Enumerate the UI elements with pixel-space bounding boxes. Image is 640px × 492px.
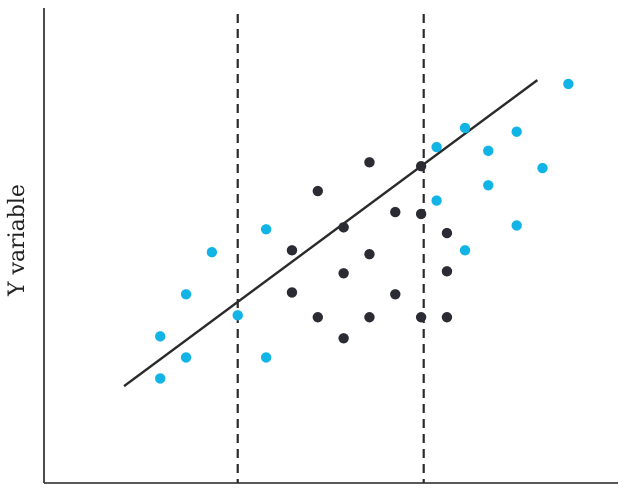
outer-point-8	[260, 224, 272, 235]
outer-point-7	[260, 352, 272, 363]
middle-point-8	[364, 312, 375, 323]
fit-line-group	[123, 79, 539, 388]
middle-point-1	[286, 245, 298, 256]
y-axis-label: Y variable	[5, 184, 30, 297]
outer-point-10	[431, 141, 442, 153]
middle-point-9	[364, 157, 375, 168]
outer-point-3	[180, 352, 192, 363]
outer-point-2	[155, 331, 166, 342]
outer-point-6	[232, 310, 243, 321]
outer-point-4	[180, 289, 192, 300]
middle-point-17	[441, 266, 453, 277]
outer-point-16	[511, 126, 522, 137]
outer-point-15	[511, 220, 522, 231]
outer-point-13	[483, 145, 494, 157]
middle-point-5	[338, 222, 349, 233]
middle-point-4	[312, 312, 323, 323]
middle-point-18	[441, 312, 453, 323]
middle-point-3	[312, 185, 323, 197]
outer-point-11	[459, 245, 471, 256]
middle-point-10	[364, 248, 375, 260]
middle-point-14	[415, 208, 427, 220]
divider-lines	[236, 14, 425, 483]
middle-point-15	[415, 312, 427, 323]
middle-point-13	[415, 160, 427, 172]
middle-point-2	[286, 287, 298, 298]
outer-point-14	[483, 180, 494, 191]
outer-point-9	[431, 195, 442, 206]
outer-point-12	[459, 122, 471, 134]
outer-point-5	[206, 247, 218, 258]
middle-point-16	[441, 227, 453, 239]
data-points	[155, 78, 574, 384]
outer-point-18	[563, 78, 574, 90]
middle-point-7	[338, 333, 349, 344]
middle-point-11	[390, 206, 401, 218]
middle-point-6	[338, 268, 349, 279]
regression-line	[123, 79, 539, 388]
outer-point-1	[155, 373, 166, 384]
middle-point-12	[390, 289, 401, 300]
outer-point-17	[537, 162, 548, 174]
